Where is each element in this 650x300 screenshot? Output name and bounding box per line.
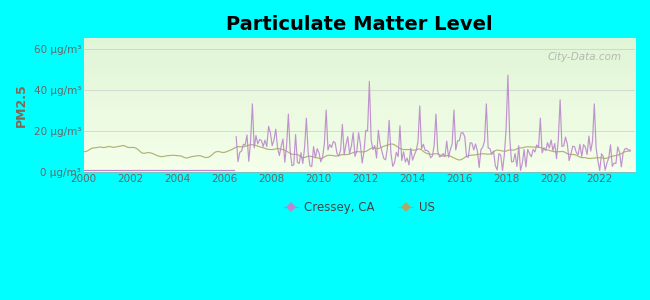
Y-axis label: PM2.5: PM2.5 — [15, 83, 28, 127]
Title: Particulate Matter Level: Particulate Matter Level — [226, 15, 493, 34]
Legend: Cressey, CA, US: Cressey, CA, US — [280, 196, 439, 219]
Text: City-Data.com: City-Data.com — [547, 52, 621, 62]
